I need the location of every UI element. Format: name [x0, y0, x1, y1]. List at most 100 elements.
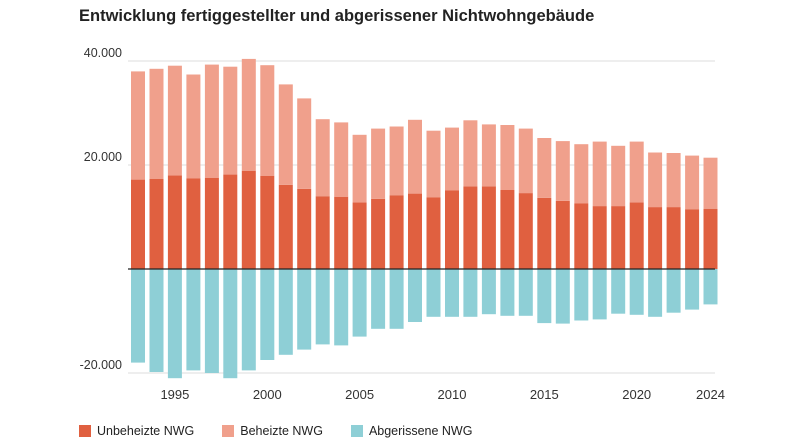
bar-beheizt-2022	[666, 153, 681, 208]
bar-beheizt-1996	[186, 74, 201, 179]
bar-unbeheizt-2024	[703, 208, 718, 269]
bar-unbeheizt-2005	[352, 202, 367, 269]
bar-beheizt-2003	[315, 119, 330, 197]
bar-unbeheizt-2014	[518, 193, 533, 269]
bar-beheizt-2011	[463, 120, 478, 187]
bar-abgerissen-2004	[334, 269, 349, 346]
bar-unbeheizt-2001	[278, 184, 293, 269]
x-tick-label: 2024	[696, 387, 725, 402]
bar-abgerissen-2023	[685, 269, 700, 310]
bar-abgerissen-2022	[666, 269, 681, 313]
bar-abgerissen-1999	[241, 269, 256, 371]
bar-unbeheizt-2020	[629, 202, 644, 269]
bar-abgerissen-2009	[426, 269, 441, 317]
legend-swatch-abgerissen	[350, 425, 363, 437]
bar-beheizt-2004	[334, 122, 349, 197]
bar-beheizt-2006	[371, 128, 386, 199]
bar-abgerissen-2007	[389, 269, 404, 329]
bar-beheizt-1997	[204, 64, 219, 178]
bar-unbeheizt-2006	[371, 198, 386, 269]
bars	[131, 58, 718, 379]
bar-beheizt-2012	[481, 124, 496, 187]
bar-beheizt-1995	[167, 65, 182, 176]
bar-abgerissen-1998	[223, 269, 238, 379]
y-axis-labels: 40.000 20.000 -20.000	[80, 46, 122, 372]
bar-abgerissen-2010	[445, 269, 459, 317]
bar-beheizt-2000	[260, 65, 275, 176]
bar-beheizt-1998	[223, 66, 238, 175]
bar-unbeheizt-1995	[167, 175, 182, 269]
bar-abgerissen-1994	[149, 269, 164, 372]
y-tick-label: 40.000	[84, 46, 122, 60]
bar-unbeheizt-2023	[685, 209, 700, 269]
bar-abgerissen-2020	[629, 269, 644, 315]
bar-unbeheizt-2015	[537, 197, 552, 269]
bar-abgerissen-2005	[352, 269, 367, 337]
bar-unbeheizt-2021	[648, 207, 663, 269]
bar-abgerissen-2019	[611, 269, 626, 314]
chart-title: Entwicklung fertiggestellter und abgeris…	[79, 7, 595, 25]
bar-abgerissen-2013	[500, 269, 515, 316]
legend-label-abgerissen: Abgerissene NWG	[368, 424, 473, 438]
bar-abgerissen-2014	[518, 269, 533, 316]
bar-unbeheizt-2016	[555, 200, 570, 269]
bar-beheizt-2021	[648, 152, 663, 208]
bar-abgerissen-2015	[537, 269, 552, 324]
bar-beheizt-2009	[426, 130, 441, 198]
x-axis-labels: 1995 2000 2005 2010 2015 2020 2024	[160, 387, 725, 402]
bar-abgerissen-2018	[592, 269, 607, 320]
bar-unbeheizt-2019	[611, 206, 626, 269]
bar-abgerissen-2024	[703, 269, 718, 305]
bar-beheizt-2015	[537, 138, 552, 198]
bar-abgerissen-2006	[371, 269, 386, 329]
bar-abgerissen-2000	[260, 269, 275, 360]
bar-unbeheizt-2012	[481, 186, 496, 269]
bar-unbeheizt-1999	[241, 170, 256, 269]
bar-abgerissen-1997	[204, 269, 219, 373]
bar-beheizt-2001	[278, 84, 293, 185]
legend-item-unbeheizt: Unbeheizte NWG	[79, 424, 194, 438]
bar-unbeheizt-1996	[186, 178, 201, 269]
bar-beheizt-2002	[297, 98, 312, 189]
bar-abgerissen-2002	[297, 269, 312, 350]
legend: Unbeheizte NWG Beheizte NWG Abgerissene …	[79, 424, 500, 438]
y-tick-label: 20.000	[84, 150, 122, 164]
bar-abgerissen-1996	[186, 269, 201, 371]
legend-item-beheizt: Beheizte NWG	[222, 424, 323, 438]
bar-beheizt-2018	[592, 141, 607, 207]
bar-abgerissen-1995	[167, 269, 182, 379]
bar-beheizt-2024	[703, 157, 718, 209]
x-tick-label: 2005	[345, 387, 374, 402]
bar-unbeheizt-1997	[204, 178, 219, 269]
bar-unbeheizt-1993	[131, 179, 145, 269]
x-tick-label: 1995	[160, 387, 189, 402]
x-tick-label: 2015	[530, 387, 559, 402]
bar-unbeheizt-2011	[463, 186, 478, 269]
bar-unbeheizt-2017	[574, 203, 589, 269]
bar-beheizt-1994	[149, 68, 164, 179]
bar-beheizt-2016	[555, 141, 570, 201]
bar-unbeheizt-2003	[315, 196, 330, 269]
bar-unbeheizt-2018	[592, 206, 607, 269]
legend-label-unbeheizt: Unbeheizte NWG	[97, 424, 195, 438]
bar-beheizt-2005	[352, 134, 367, 203]
bar-unbeheizt-1994	[149, 179, 164, 269]
bar-abgerissen-2011	[463, 269, 478, 317]
bar-beheizt-2017	[574, 144, 589, 204]
bar-beheizt-2020	[629, 141, 644, 203]
bar-unbeheizt-1998	[223, 174, 238, 269]
bar-beheizt-2007	[389, 126, 404, 196]
bar-abgerissen-2016	[555, 269, 570, 324]
bar-unbeheizt-2013	[500, 190, 515, 269]
bar-unbeheizt-2010	[445, 190, 459, 269]
bar-unbeheizt-2009	[426, 197, 441, 269]
bar-abgerissen-2001	[278, 269, 293, 355]
bar-abgerissen-2008	[408, 269, 422, 322]
y-tick-label: -20.000	[80, 358, 122, 372]
legend-item-abgerissen: Abgerissene NWG	[350, 424, 473, 438]
x-tick-label: 2010	[438, 387, 467, 402]
bar-unbeheizt-2008	[408, 193, 422, 269]
bar-abgerissen-2012	[481, 269, 496, 315]
bar-beheizt-1999	[241, 58, 256, 171]
